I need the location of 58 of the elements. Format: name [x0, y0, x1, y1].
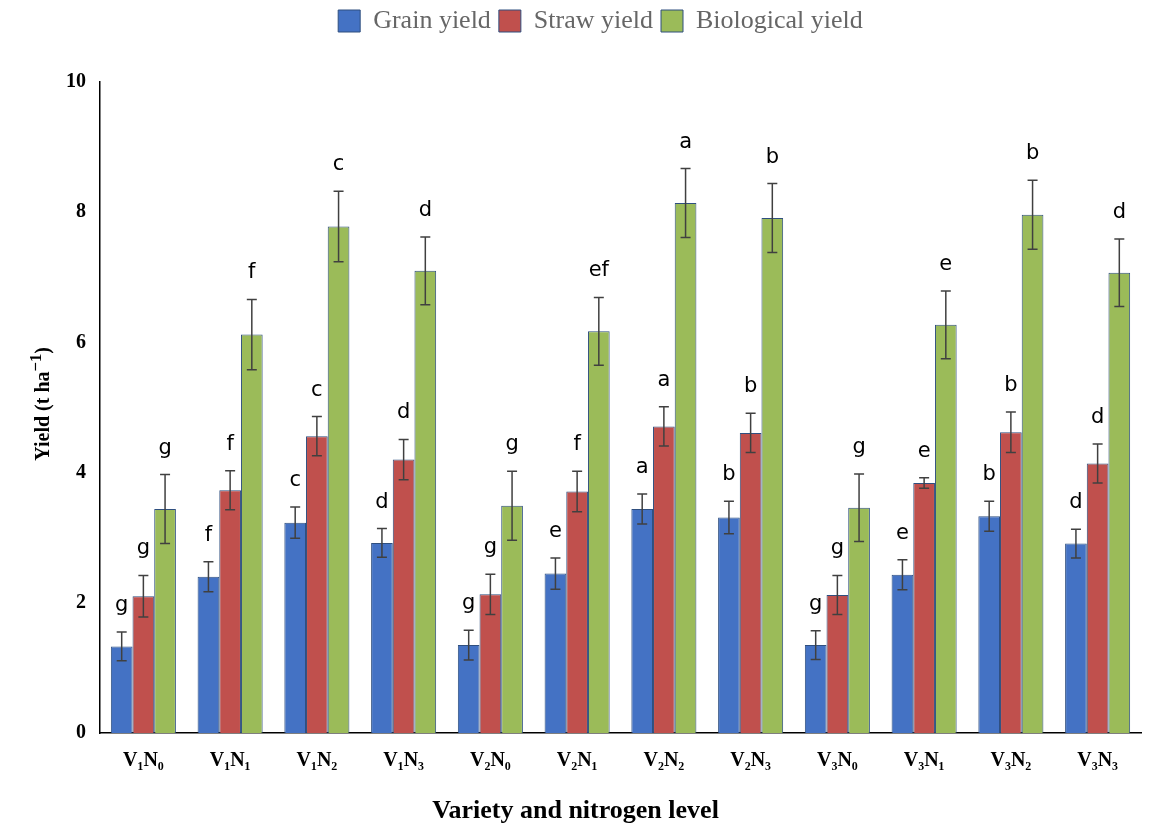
annotation: a: [657, 366, 671, 391]
annotation: b: [1004, 372, 1018, 397]
x-tick-label: V₁N₁: [209, 748, 251, 771]
y-tick-label: 6: [76, 329, 86, 352]
x-tick-label: V₁N₃: [383, 748, 425, 771]
y-tick-label: 2: [76, 589, 86, 612]
annotation: g: [483, 534, 498, 559]
annotation: c: [332, 151, 345, 176]
annotation: g: [115, 592, 129, 617]
annotation: g: [830, 535, 845, 560]
annotation: e: [939, 250, 953, 275]
annotation: d: [418, 196, 432, 221]
annotation: b: [765, 143, 779, 168]
annotation: f: [573, 431, 582, 456]
annotation: a: [635, 454, 649, 479]
annotation: e: [895, 519, 909, 544]
annotation: d: [375, 488, 389, 513]
annotation: g: [505, 431, 519, 456]
annotation: d: [1090, 403, 1105, 428]
annotation: g: [136, 535, 151, 560]
x-tick-label: V₃N₂: [990, 748, 1032, 771]
annotation: b: [743, 373, 758, 398]
x-tick-label: V₁N₀: [122, 748, 164, 771]
annotation: d: [1069, 489, 1083, 514]
annotation: c: [289, 467, 301, 492]
legend-label: Biological yield: [696, 4, 863, 34]
y-tick-label: 4: [76, 459, 86, 482]
annotation: d: [1112, 198, 1126, 223]
annotation: d: [396, 399, 411, 424]
x-tick-label: V₂N₀: [469, 748, 511, 771]
annotation: f: [226, 430, 235, 455]
x-tick-label: V₂N₁: [556, 748, 598, 771]
y-tick-label: 10: [66, 69, 86, 92]
annotation: g: [158, 434, 172, 459]
legend-label: Grain yield: [373, 4, 491, 34]
annotation: b: [982, 461, 996, 486]
annotation: ef: [588, 257, 610, 282]
y-tick-label: 0: [76, 720, 86, 743]
annotation: c: [311, 376, 323, 401]
annotation: g: [462, 590, 476, 615]
y-tick-label: 8: [76, 199, 86, 222]
annotation: f: [248, 259, 257, 284]
x-tick-label: V₁N₂: [296, 748, 338, 771]
x-tick-label: V₂N₂: [643, 748, 685, 771]
x-axis-title: Variety and nitrogen level: [431, 795, 720, 825]
annotation: g: [852, 433, 866, 458]
x-tick-label: V₂N₃: [730, 748, 772, 771]
annotation: f: [204, 521, 213, 546]
annotation: b: [1025, 140, 1040, 165]
annotation: a: [679, 128, 692, 153]
annotation: e: [548, 517, 562, 542]
annotation: b: [722, 461, 736, 486]
x-tick-label: V₃N₃: [1077, 748, 1119, 771]
legend-label: Straw yield: [533, 4, 654, 34]
x-tick-label: V₃N₁: [903, 748, 945, 771]
annotation: g: [809, 590, 823, 615]
x-tick-label: V₃N₀: [816, 748, 858, 771]
annotation: e: [917, 437, 931, 462]
